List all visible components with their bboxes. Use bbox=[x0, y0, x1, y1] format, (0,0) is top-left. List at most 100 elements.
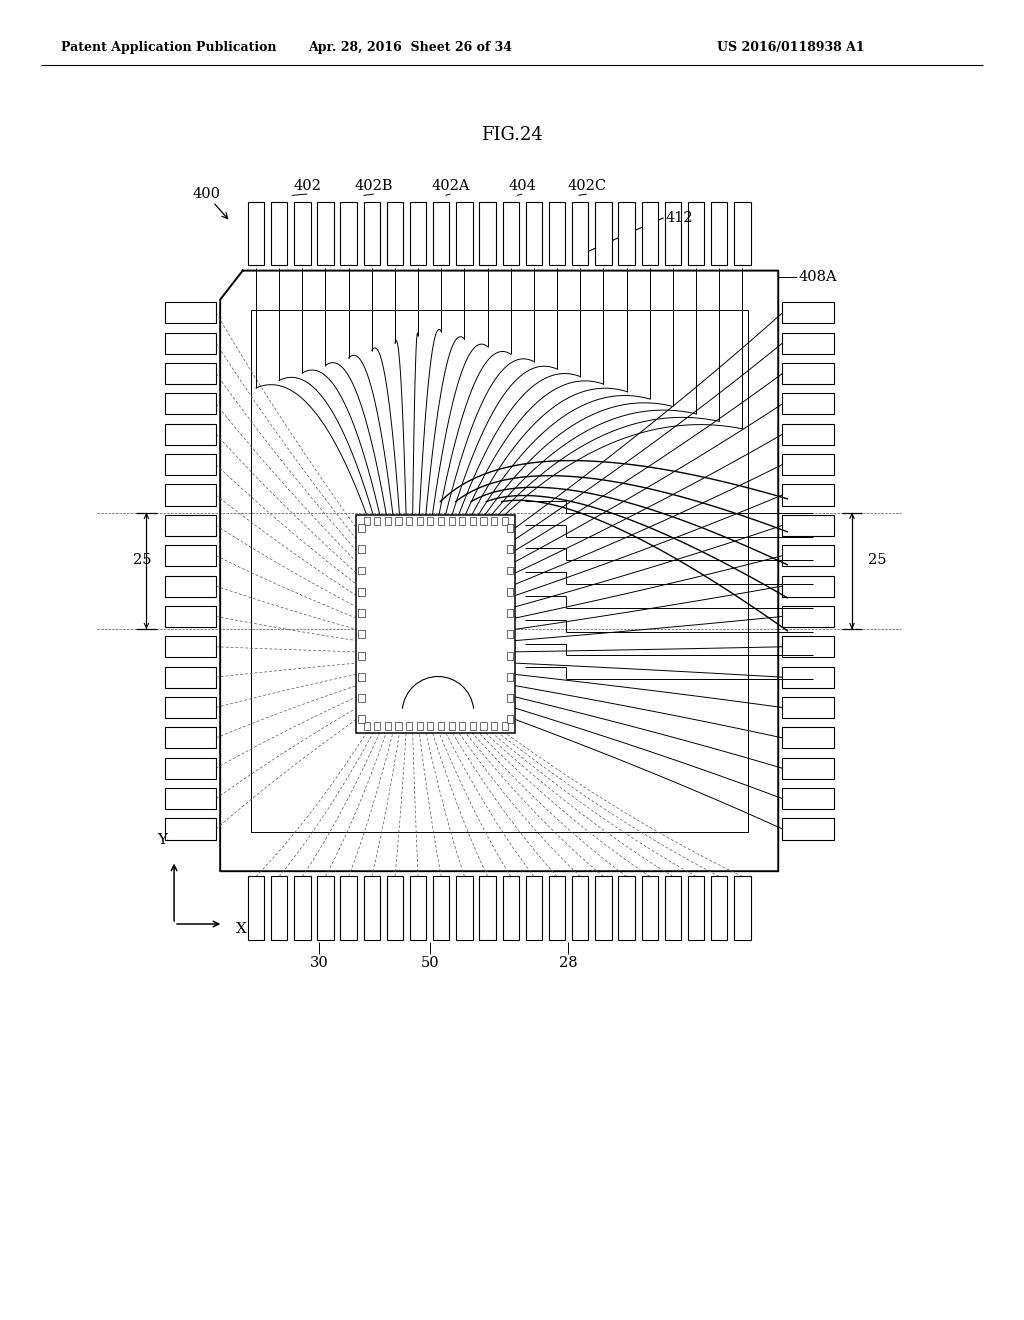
Bar bbox=[492, 517, 498, 525]
Bar bbox=[271, 876, 288, 940]
Bar bbox=[618, 202, 635, 265]
Bar bbox=[165, 333, 216, 354]
Bar bbox=[395, 722, 401, 730]
Bar bbox=[782, 697, 834, 718]
Bar bbox=[317, 202, 334, 265]
Text: 412: 412 bbox=[666, 211, 693, 224]
Bar bbox=[358, 673, 365, 681]
Bar bbox=[395, 517, 401, 525]
Bar bbox=[358, 652, 365, 660]
Bar bbox=[165, 424, 216, 445]
Bar bbox=[385, 517, 391, 525]
Text: Apr. 28, 2016  Sheet 26 of 34: Apr. 28, 2016 Sheet 26 of 34 bbox=[307, 41, 512, 54]
Bar bbox=[572, 876, 589, 940]
Bar bbox=[782, 758, 834, 779]
Bar bbox=[665, 202, 681, 265]
Bar bbox=[407, 517, 413, 525]
Bar bbox=[782, 393, 834, 414]
Text: US 2016/0118938 A1: US 2016/0118938 A1 bbox=[717, 41, 864, 54]
Bar bbox=[782, 333, 834, 354]
Bar bbox=[507, 694, 513, 702]
Bar bbox=[165, 515, 216, 536]
Bar bbox=[356, 515, 515, 733]
Bar bbox=[165, 818, 216, 840]
Bar bbox=[711, 202, 727, 265]
Bar bbox=[294, 876, 310, 940]
Text: 402B: 402B bbox=[354, 178, 393, 193]
Bar bbox=[294, 202, 310, 265]
Bar bbox=[251, 310, 748, 832]
Bar bbox=[782, 545, 834, 566]
Bar bbox=[165, 484, 216, 506]
Polygon shape bbox=[220, 271, 778, 871]
Bar bbox=[665, 876, 681, 940]
Bar bbox=[782, 606, 834, 627]
Bar bbox=[248, 202, 264, 265]
Bar bbox=[358, 609, 365, 616]
Bar bbox=[165, 454, 216, 475]
Bar bbox=[782, 636, 834, 657]
Bar bbox=[165, 697, 216, 718]
Bar bbox=[427, 517, 433, 525]
Bar bbox=[525, 202, 542, 265]
Bar bbox=[358, 694, 365, 702]
Text: 25: 25 bbox=[133, 553, 152, 568]
Bar bbox=[492, 722, 498, 730]
Bar bbox=[479, 202, 496, 265]
Bar bbox=[364, 722, 370, 730]
Bar bbox=[410, 202, 426, 265]
Bar bbox=[782, 727, 834, 748]
Bar bbox=[782, 515, 834, 536]
Bar bbox=[595, 202, 611, 265]
Bar bbox=[449, 517, 455, 525]
Text: 30: 30 bbox=[310, 956, 329, 970]
Bar bbox=[782, 363, 834, 384]
Bar bbox=[364, 876, 380, 940]
Bar bbox=[734, 876, 751, 940]
Bar bbox=[358, 545, 365, 553]
Bar bbox=[642, 876, 658, 940]
Bar bbox=[572, 202, 589, 265]
Bar bbox=[385, 722, 391, 730]
Bar bbox=[433, 876, 450, 940]
Bar bbox=[595, 876, 611, 940]
Bar bbox=[457, 876, 473, 940]
Text: 402C: 402C bbox=[567, 178, 606, 193]
Bar bbox=[507, 587, 513, 595]
Text: 400: 400 bbox=[193, 187, 220, 201]
Bar bbox=[438, 722, 444, 730]
Bar bbox=[165, 363, 216, 384]
Bar bbox=[782, 424, 834, 445]
Bar bbox=[165, 606, 216, 627]
Bar bbox=[507, 652, 513, 660]
Bar bbox=[688, 202, 705, 265]
Bar bbox=[782, 454, 834, 475]
Bar bbox=[387, 876, 403, 940]
Bar bbox=[340, 876, 356, 940]
Bar bbox=[734, 202, 751, 265]
Bar bbox=[433, 202, 450, 265]
Bar bbox=[407, 722, 413, 730]
Bar bbox=[470, 722, 476, 730]
Text: 25: 25 bbox=[868, 553, 887, 568]
Bar bbox=[782, 788, 834, 809]
Bar bbox=[438, 517, 444, 525]
Bar bbox=[427, 722, 433, 730]
Bar bbox=[165, 788, 216, 809]
Text: 402: 402 bbox=[293, 178, 322, 193]
Text: 402A: 402A bbox=[431, 178, 470, 193]
Text: 50: 50 bbox=[421, 956, 439, 970]
Bar bbox=[165, 393, 216, 414]
Bar bbox=[549, 876, 565, 940]
Bar bbox=[502, 517, 508, 525]
Bar bbox=[782, 667, 834, 688]
Bar bbox=[525, 876, 542, 940]
Bar bbox=[358, 715, 365, 723]
Bar bbox=[165, 758, 216, 779]
Bar bbox=[502, 722, 508, 730]
Text: 28: 28 bbox=[559, 956, 578, 970]
Bar bbox=[374, 517, 380, 525]
Bar bbox=[271, 202, 288, 265]
Bar bbox=[358, 524, 365, 532]
Bar bbox=[507, 631, 513, 639]
